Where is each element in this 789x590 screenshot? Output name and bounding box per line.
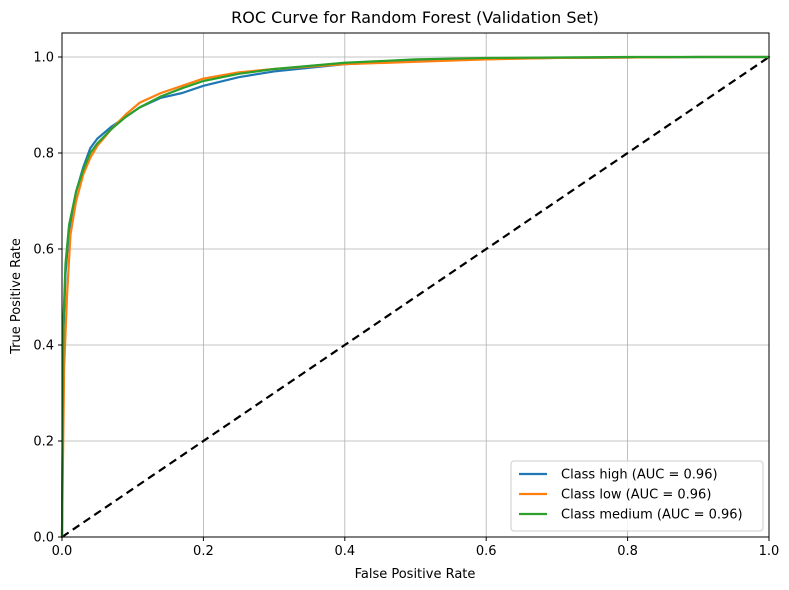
series-line-class-low: [60, 55, 771, 539]
x-tick-label: 0.2: [193, 544, 214, 559]
x-axis-label: False Positive Rate: [355, 567, 476, 582]
y-tick-label: 0.0: [33, 531, 54, 546]
legend: Class high (AUC = 0.96) Class low (AUC = …: [510, 460, 764, 532]
series-line-class-medium: [60, 55, 771, 539]
series-layer: [60, 55, 771, 539]
legend-entry-label: Class high (AUC = 0.96): [561, 468, 718, 483]
x-tick-label: 0.8: [617, 544, 638, 559]
legend-entry-label: Class medium (AUC = 0.96): [561, 508, 743, 523]
y-axis-label: True Positive Rate: [9, 238, 24, 355]
y-tick-label: 0.8: [33, 147, 54, 162]
grid: [61, 33, 770, 538]
y-tick-label: 0.6: [33, 243, 54, 258]
y-tick-label: 0.2: [33, 435, 54, 450]
y-tick-label: 0.4: [33, 339, 54, 354]
y-tick-label: 1.0: [33, 51, 54, 66]
chart-title: ROC Curve for Random Forest (Validation …: [231, 8, 599, 27]
plot-frame: [61, 32, 770, 538]
x-tick-label: 1.0: [759, 544, 780, 559]
x-tick-label: 0.4: [334, 544, 355, 559]
legend-box: [510, 460, 764, 532]
x-tick-label: 0.0: [52, 544, 73, 559]
legend-entry-label: Class low (AUC = 0.96): [561, 488, 711, 503]
x-tick-label: 0.6: [476, 544, 497, 559]
axis-ticks: 0.0 0.2 0.4 0.6 0.8 1.0 0.0 0.2 0.4 0.6 0.8 1.0: [33, 51, 779, 560]
